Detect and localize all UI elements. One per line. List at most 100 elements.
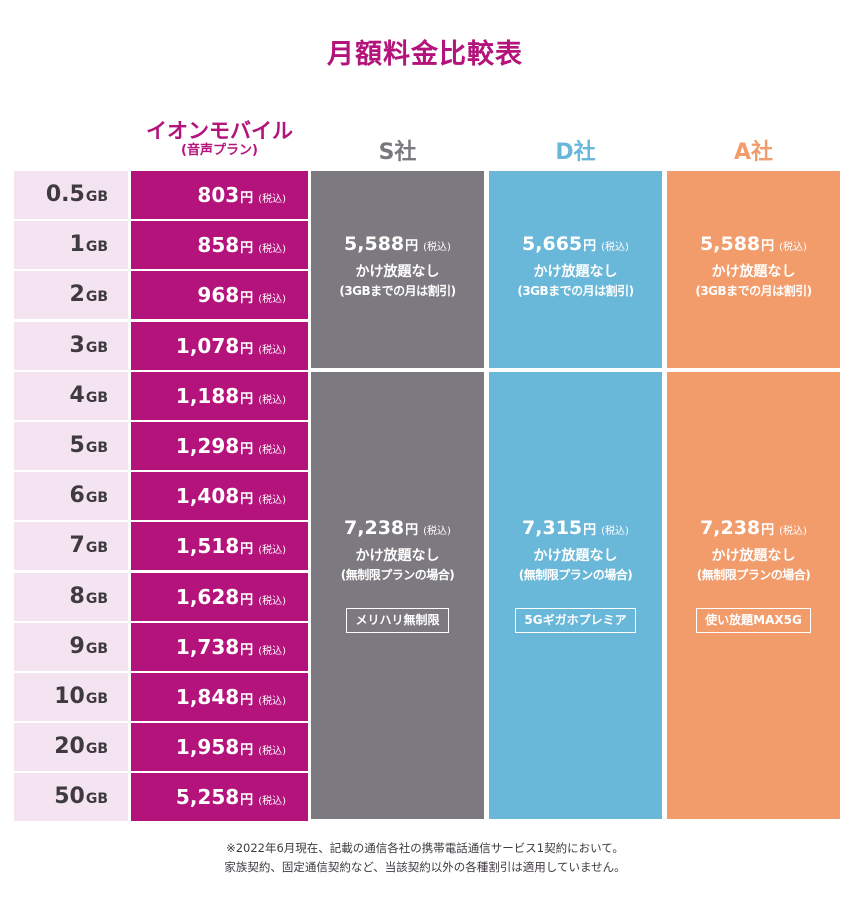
tax-label: (税込) (258, 194, 286, 205)
gb-cell: 1GB (14, 221, 128, 269)
s-tier1-line2: (3GBまでの月は割引) (339, 284, 456, 298)
aeon-price: 1,518 (175, 534, 240, 558)
gb-unit: GB (85, 340, 108, 356)
tax-label: (税込) (258, 596, 286, 607)
yen-mark: 円 (240, 291, 254, 306)
a-tier2-price: 7,238円 (税込) (700, 517, 807, 539)
s-tier2-price: 7,238円 (税込) (344, 517, 451, 539)
aeon-price-cell: 5,258円 (税込) (131, 773, 308, 821)
gb-cell: 4GB (14, 372, 128, 420)
s-tier1-line1: かけ放題なし (355, 264, 440, 280)
gb-unit: GB (85, 289, 108, 305)
gb-value: 4 (69, 383, 85, 408)
d-tier2-price: 7,315円 (税込) (522, 517, 629, 539)
yen-mark: 円 (240, 342, 254, 357)
footnote: ※2022年6月現在、記載の通信各社の携帯電話通信サービス1契約において。 家族… (0, 839, 850, 877)
yen-mark: 円 (240, 191, 254, 206)
tax-label: (税込) (258, 545, 286, 556)
aeon-price-cell: 1,958円 (税込) (131, 723, 308, 771)
yen-mark: 円 (240, 793, 254, 808)
a-tier1-block: 5,588円 (税込) かけ放題なし (3GBまでの月は割引) (667, 171, 840, 368)
aeon-price: 1,298 (175, 434, 240, 458)
yen-mark: 円 (240, 241, 254, 256)
aeon-price-cell: 1,078円 (税込) (131, 322, 308, 370)
header-aeon-name: イオンモバイル (146, 119, 293, 143)
aeon-price-cell: 1,738円 (税込) (131, 623, 308, 671)
tax-label: (税込) (258, 345, 286, 356)
aeon-price-cell: 968円 (税込) (131, 271, 308, 319)
gb-value: 0.5 (45, 182, 85, 207)
header-aeon: イオンモバイル (音声プラン) (131, 119, 308, 159)
yen-mark: 円 (240, 743, 254, 758)
tax-label: (税込) (258, 445, 286, 456)
d-tier1-block: 5,665円 (税込) かけ放題なし (3GBまでの月は割引) (489, 171, 662, 368)
a-tier2-block: 7,238円 (税込) かけ放題なし (無制限プランの場合) 使い放題MAX5G (667, 372, 840, 819)
a-tier1-line1: かけ放題なし (711, 264, 796, 280)
yen-mark: 円 (240, 643, 254, 658)
aeon-price: 1,848 (175, 685, 240, 709)
yen-mark: 円 (240, 392, 254, 407)
aeon-price-cell: 1,848円 (税込) (131, 673, 308, 721)
header-a: A社 (733, 140, 774, 165)
aeon-price-cell: 1,298円 (税込) (131, 422, 308, 470)
aeon-price: 1,628 (175, 585, 240, 609)
aeon-price-cell: 858円 (税込) (131, 221, 308, 269)
tax-label: (税込) (258, 495, 286, 506)
gb-value: 20 (54, 734, 85, 759)
aeon-price: 1,408 (175, 484, 240, 508)
d-tier1-price: 5,665円 (税込) (522, 233, 629, 255)
gb-value: 6 (69, 483, 85, 508)
s-tier2-block: 7,238円 (税込) かけ放題なし (無制限プランの場合) メリハリ無制限 (311, 372, 484, 819)
a-tier1-price: 5,588円 (税込) (700, 233, 807, 255)
s-tier1-price: 5,588円 (税込) (344, 233, 451, 255)
gb-cell: 6GB (14, 472, 128, 520)
gb-unit: GB (85, 691, 108, 707)
aeon-price-cell: 1,188円 (税込) (131, 372, 308, 420)
d-tier1-line1: かけ放題なし (533, 264, 618, 280)
gb-cell: 20GB (14, 723, 128, 771)
gb-cell: 10GB (14, 673, 128, 721)
page-title: 月額料金比較表 (327, 39, 523, 70)
tax-label: (税込) (258, 696, 286, 707)
gb-value: 5 (69, 433, 85, 458)
d-plan-tag: 5Gギガホプレミア (515, 608, 636, 633)
gb-cell: 2GB (14, 271, 128, 319)
tax-label: (税込) (258, 796, 286, 807)
s-tier1-block: 5,588円 (税込) かけ放題なし (3GBまでの月は割引) (311, 171, 484, 368)
s-tier2-line2: (無制限プランの場合) (340, 568, 455, 582)
aeon-price: 803 (197, 183, 240, 207)
gb-cell: 3GB (14, 322, 128, 370)
tax-label: (税込) (258, 646, 286, 657)
aeon-price: 1,078 (175, 334, 240, 358)
gb-unit: GB (85, 440, 108, 456)
gb-value: 1 (69, 232, 85, 257)
gb-unit: GB (85, 791, 108, 807)
s-tier2-line1: かけ放題なし (355, 548, 440, 564)
gb-unit: GB (85, 591, 108, 607)
gb-value: 2 (69, 282, 85, 307)
gb-value: 8 (69, 584, 85, 609)
aeon-price: 1,188 (175, 384, 240, 408)
d-tier2-line2: (無制限プランの場合) (518, 568, 633, 582)
gb-cell: 0.5GB (14, 171, 128, 219)
tax-label: (税込) (258, 395, 286, 406)
gb-cell: 7GB (14, 522, 128, 570)
header-aeon-sub: (音声プラン) (181, 143, 258, 158)
tax-label: (税込) (258, 244, 286, 255)
a-tier1-line2: (3GBまでの月は割引) (695, 284, 812, 298)
gb-value: 9 (69, 634, 85, 659)
aeon-price-cell: 1,518円 (税込) (131, 522, 308, 570)
gb-value: 3 (69, 333, 85, 358)
footnote-line-2: 家族契約、固定通信契約など、当該契約以外の各種割引は適用していません。 (224, 860, 626, 874)
aeon-price-cell: 1,628円 (税込) (131, 573, 308, 621)
gb-value: 7 (69, 533, 85, 558)
aeon-price: 5,258 (175, 785, 240, 809)
gb-value: 10 (54, 684, 85, 709)
aeon-price: 858 (197, 233, 240, 257)
gb-cell: 9GB (14, 623, 128, 671)
gb-unit: GB (85, 239, 108, 255)
aeon-price: 1,958 (175, 735, 240, 759)
a-tier2-line2: (無制限プランの場合) (696, 568, 811, 582)
a-plan-tag: 使い放題MAX5G (696, 608, 811, 633)
tax-label: (税込) (258, 746, 286, 757)
